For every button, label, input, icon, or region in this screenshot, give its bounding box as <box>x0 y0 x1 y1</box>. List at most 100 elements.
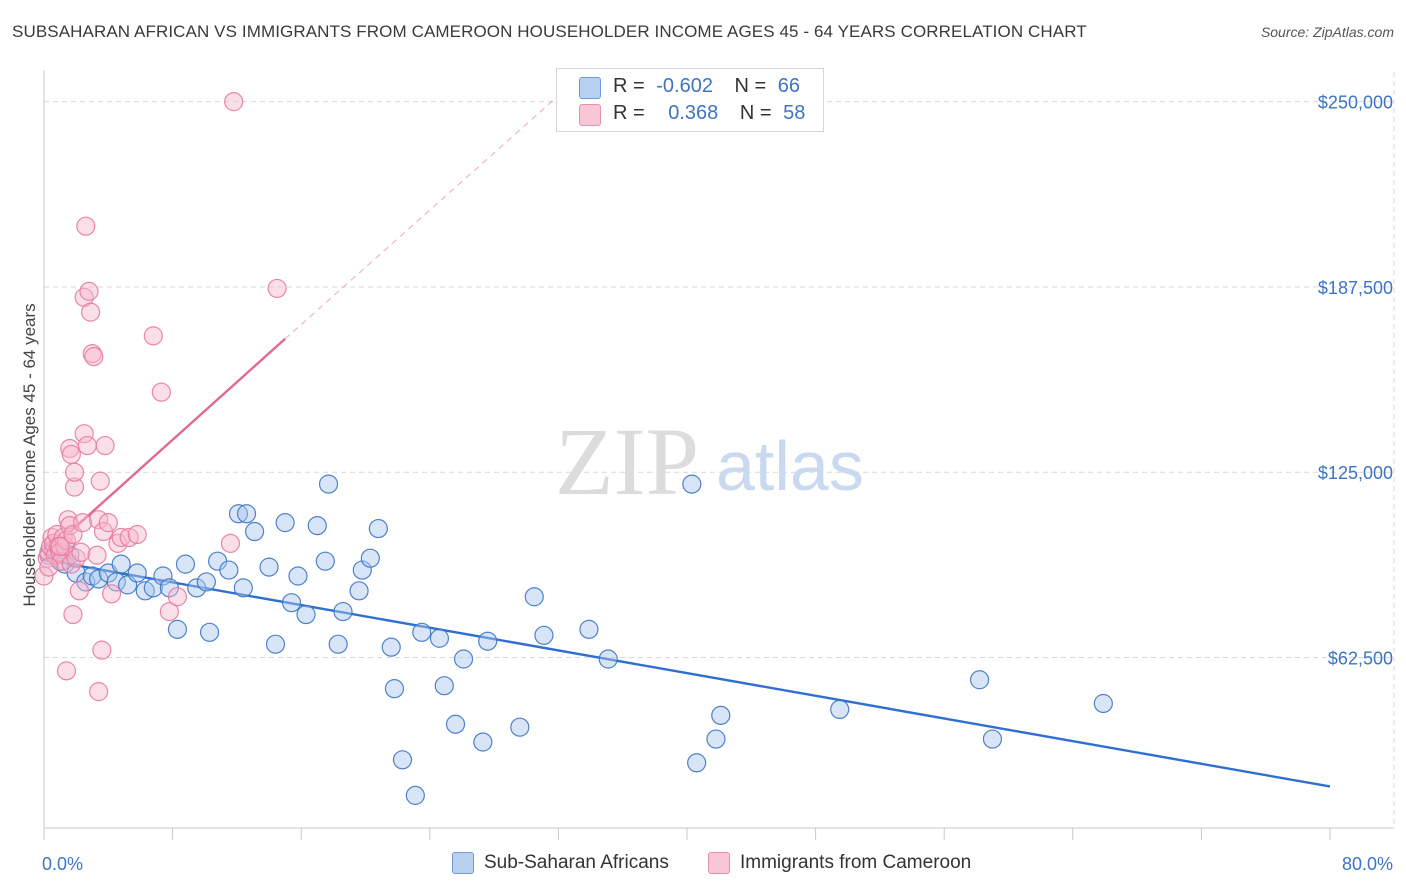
data-point <box>219 560 239 580</box>
axes <box>43 70 1394 840</box>
data-point <box>199 622 220 642</box>
data-point <box>143 326 163 346</box>
x-tick-label: 80.0% <box>1342 854 1393 874</box>
data-point <box>77 435 98 456</box>
data-point <box>79 281 99 301</box>
data-point <box>84 347 104 367</box>
legend-item-cameroon: Immigrants from Cameroon <box>708 852 971 874</box>
data-point <box>64 462 85 482</box>
n-value-2: 58 <box>783 102 806 124</box>
y-tick-label: $187,500 <box>1318 278 1393 298</box>
y-tick-label: $125,000 <box>1318 463 1393 483</box>
data-point <box>412 622 432 642</box>
data-point <box>111 527 131 548</box>
data-point <box>259 557 279 577</box>
data-point <box>236 504 257 524</box>
data-point <box>405 785 425 805</box>
data-point <box>706 729 726 749</box>
data-point <box>445 714 466 734</box>
watermark: ZIP atlas <box>555 408 864 515</box>
data-point <box>682 474 702 494</box>
legend-label-cameroon: Immigrants from Cameroon <box>740 852 972 873</box>
data-point <box>81 302 101 322</box>
data-point <box>453 649 474 669</box>
n-label-1: N = <box>734 75 767 97</box>
data-point <box>151 382 171 402</box>
data-point <box>167 587 188 607</box>
data-point <box>598 649 618 669</box>
data-point <box>711 705 731 725</box>
data-point <box>267 278 287 299</box>
data-point <box>429 628 450 648</box>
data-point <box>39 557 59 577</box>
data-point <box>478 631 498 651</box>
data-point <box>87 545 107 565</box>
data-point <box>524 587 544 607</box>
data-point <box>315 551 335 571</box>
data-point <box>98 513 118 533</box>
data-point <box>71 542 91 562</box>
data-point <box>296 604 316 625</box>
legend-label-subsaharan: Sub-Saharan Africans <box>484 852 669 873</box>
data-point <box>224 92 244 112</box>
data-point <box>106 572 126 592</box>
data-point <box>101 584 122 604</box>
data-point <box>63 604 83 625</box>
data-point <box>275 513 295 533</box>
n-label-2: N = <box>739 102 772 124</box>
legend-swatch-cameroon <box>708 852 730 874</box>
data-point <box>153 566 173 586</box>
data-point <box>50 536 70 556</box>
data-point <box>281 593 302 613</box>
data-point <box>333 601 353 622</box>
data-point <box>318 474 339 494</box>
data-point <box>159 601 179 622</box>
y-tick-label: $62,500 <box>1328 649 1393 669</box>
data-point <box>187 578 207 598</box>
data-point <box>89 682 109 702</box>
data-point <box>982 729 1003 749</box>
data-point <box>127 524 147 545</box>
data-point <box>228 504 249 524</box>
data-point <box>534 625 554 645</box>
y-tick-label: $250,000 <box>1318 93 1393 113</box>
data-point <box>368 518 388 539</box>
data-point <box>392 750 413 770</box>
chart-title: SUBSAHARAN AFRICAN VS IMMIGRANTS FROM CA… <box>12 22 1087 41</box>
watermark-zip: ZIP <box>555 408 699 515</box>
grid-lines <box>44 72 1395 828</box>
data-point <box>95 435 115 456</box>
data-point <box>74 424 94 444</box>
data-point <box>196 572 216 592</box>
legend-item-subsaharan: Sub-Saharan Africans <box>452 852 669 874</box>
data-point <box>175 554 196 574</box>
data-point <box>381 637 401 657</box>
data-point <box>92 640 112 660</box>
data-points <box>34 92 1113 805</box>
data-point <box>76 216 96 236</box>
data-point <box>265 634 286 654</box>
data-point <box>579 619 599 639</box>
legend-swatch-pink <box>579 104 601 126</box>
r-value-1: -0.602 <box>656 75 713 97</box>
trend-lines <box>43 95 1331 788</box>
data-point <box>82 344 102 364</box>
legend-swatch-blue <box>579 77 601 99</box>
data-point <box>61 444 81 465</box>
legend-swatch-subsaharan <box>452 852 474 874</box>
data-point <box>473 732 493 752</box>
trend-line-1 <box>43 337 286 557</box>
r-label-1: R = <box>613 75 645 97</box>
data-point <box>510 717 530 737</box>
data-point <box>127 563 147 583</box>
trend-line-extension-1 <box>284 95 559 340</box>
r-value-2: 0.368 <box>668 102 719 124</box>
trend-line-0 <box>43 558 1331 788</box>
data-point <box>56 661 77 681</box>
data-point <box>69 581 89 601</box>
data-point <box>969 670 990 690</box>
data-point <box>307 515 327 536</box>
data-point <box>244 521 265 542</box>
watermark-atlas: atlas <box>716 427 864 505</box>
